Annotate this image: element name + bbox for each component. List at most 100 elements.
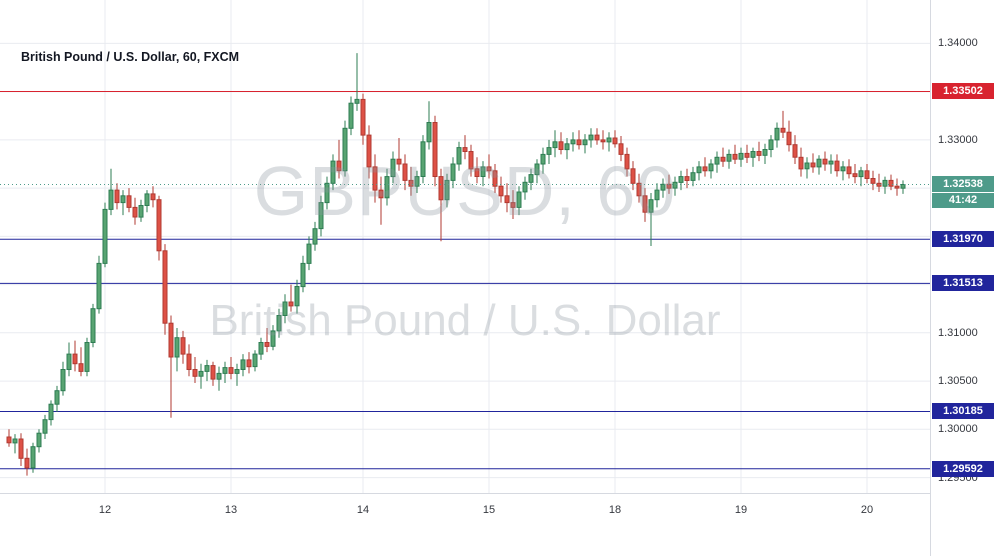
candle <box>366 125 372 179</box>
candle <box>78 347 84 377</box>
candle <box>822 151 828 171</box>
candle <box>714 151 720 173</box>
candle <box>804 157 810 179</box>
candle <box>870 170 876 191</box>
candle <box>36 429 42 453</box>
candle <box>216 366 222 391</box>
candle <box>132 197 138 225</box>
candle <box>240 354 246 377</box>
candle <box>312 221 318 251</box>
candle <box>486 154 492 179</box>
candle <box>522 176 528 200</box>
time-tick-label: 13 <box>224 504 238 516</box>
candle <box>336 139 342 179</box>
candle <box>432 115 438 187</box>
price-tick-label: 1.30500 <box>938 375 978 387</box>
price-tick-label: 1.33000 <box>938 134 978 146</box>
candle <box>852 164 858 184</box>
candle <box>96 255 102 314</box>
candlestick-chart[interactable] <box>0 0 930 493</box>
candle <box>618 136 624 162</box>
candle <box>228 357 234 380</box>
candle <box>558 132 564 155</box>
candle <box>756 141 762 162</box>
candle <box>576 130 582 150</box>
time-tick-label: 19 <box>734 504 748 516</box>
candle <box>702 157 708 177</box>
candle <box>54 385 60 412</box>
candle <box>762 143 768 164</box>
candle <box>690 166 696 187</box>
candle <box>420 135 426 184</box>
candle <box>24 448 30 476</box>
candle <box>354 53 360 111</box>
candle <box>750 147 756 167</box>
chart-legend-title[interactable]: British Pound / U.S. Dollar, 60, FXCM <box>21 50 240 64</box>
candle <box>198 363 204 389</box>
candle <box>396 138 402 171</box>
candle <box>816 155 822 175</box>
candle <box>360 93 366 145</box>
candle <box>600 130 606 150</box>
level-price-label: 1.29592 <box>932 461 994 477</box>
price-tick-label: 1.31000 <box>938 327 978 339</box>
candle <box>840 161 846 181</box>
time-axis[interactable]: 12 13 14 15 18 19 20 <box>0 493 930 557</box>
candle <box>654 183 660 208</box>
candle <box>810 153 816 173</box>
candle <box>456 141 462 171</box>
candle <box>384 168 390 206</box>
candle <box>498 176 504 203</box>
candle <box>828 154 834 174</box>
candle <box>798 147 804 177</box>
candle <box>462 135 468 160</box>
time-tick-label: 18 <box>608 504 622 516</box>
candle <box>222 361 228 383</box>
candle <box>660 178 666 198</box>
candle <box>684 168 690 189</box>
candle <box>342 120 348 177</box>
candle <box>48 400 54 426</box>
candle <box>534 159 540 184</box>
candle <box>84 337 90 377</box>
candle <box>192 357 198 383</box>
candle <box>594 128 600 145</box>
plot-area[interactable]: GBPUSD, 60 British Pound / U.S. Dollar B… <box>0 0 930 493</box>
candle <box>306 236 312 271</box>
candle <box>546 139 552 164</box>
candle <box>378 176 384 225</box>
candle <box>318 195 324 237</box>
candle <box>324 176 330 210</box>
level-price-label: 1.33502 <box>932 83 994 99</box>
candle <box>900 180 906 194</box>
candle <box>156 195 162 261</box>
time-tick-label: 12 <box>98 504 112 516</box>
candle <box>186 344 192 377</box>
candle <box>450 157 456 189</box>
candle <box>138 199 144 222</box>
candle <box>858 166 864 187</box>
candle <box>144 190 150 213</box>
candle <box>648 193 654 246</box>
candle <box>372 154 378 203</box>
candle <box>426 101 432 150</box>
candle <box>108 168 114 216</box>
candle <box>630 161 636 191</box>
candle <box>258 337 264 360</box>
time-tick-label: 14 <box>356 504 370 516</box>
candle <box>234 363 240 386</box>
candle <box>246 352 252 374</box>
candle <box>642 188 648 222</box>
candle <box>492 164 498 193</box>
time-tick-label: 20 <box>860 504 874 516</box>
candle <box>678 170 684 191</box>
countdown-label: 41:42 <box>932 193 994 208</box>
price-tick-label: 1.30000 <box>938 423 978 435</box>
candle <box>282 294 288 324</box>
price-axis[interactable]: 1.34000 1.33000 1.31000 1.30500 1.30000 1.295… <box>930 0 995 556</box>
candle <box>174 328 180 372</box>
candle <box>696 161 702 181</box>
candle <box>876 173 882 192</box>
candle <box>738 147 744 167</box>
candle <box>408 166 414 196</box>
